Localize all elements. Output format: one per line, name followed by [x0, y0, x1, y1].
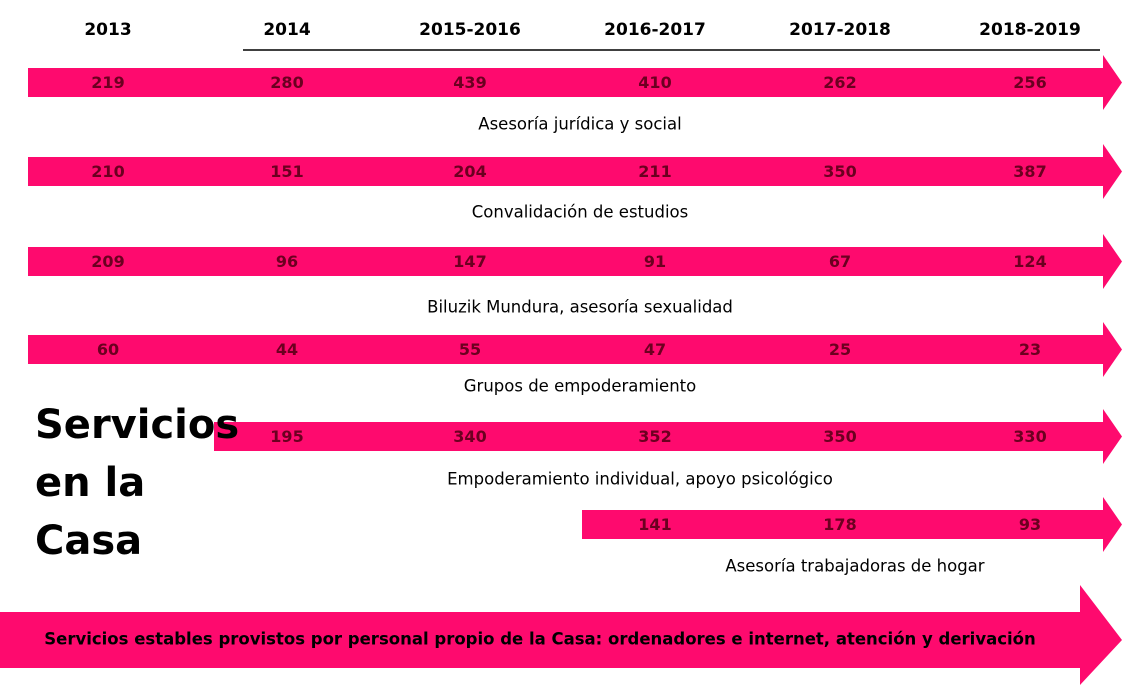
period-label: 2013 — [84, 20, 131, 40]
row-value: 330 — [1013, 427, 1046, 446]
row-value: 60 — [97, 340, 119, 359]
row-arrow — [28, 322, 1122, 377]
row-value: 178 — [823, 515, 856, 534]
row-arrow — [28, 144, 1122, 199]
row-label: Empoderamiento individual, apoyo psicoló… — [447, 470, 833, 489]
row-value: 23 — [1019, 340, 1041, 359]
row-value: 124 — [1013, 252, 1046, 271]
row-value: 209 — [91, 252, 124, 271]
row-value: 219 — [91, 73, 124, 92]
row-value: 350 — [823, 427, 856, 446]
row-value: 141 — [638, 515, 671, 534]
row-value: 262 — [823, 73, 856, 92]
row-value: 195 — [270, 427, 303, 446]
row-label: Biluzik Mundura, asesoría sexualidad — [427, 298, 733, 317]
row-value: 44 — [276, 340, 298, 359]
side-title: Servicios en la Casa — [35, 402, 240, 564]
period-label: 2016-2017 — [604, 20, 706, 40]
row-arrow — [214, 409, 1122, 464]
period-label: 2017-2018 — [789, 20, 891, 40]
banner-text: Servicios estables provistos por persona… — [44, 630, 1036, 649]
row-value: 204 — [453, 162, 486, 181]
row-value: 25 — [829, 340, 851, 359]
row-value: 151 — [270, 162, 303, 181]
row-value: 93 — [1019, 515, 1041, 534]
row-arrow — [582, 497, 1122, 552]
row-value: 211 — [638, 162, 671, 181]
row-value: 352 — [638, 427, 671, 446]
row-value: 410 — [638, 73, 671, 92]
row-value: 67 — [829, 252, 851, 271]
row-label: Grupos de empoderamiento — [464, 377, 696, 396]
row-value: 47 — [644, 340, 666, 359]
row-value: 210 — [91, 162, 124, 181]
row-arrow — [28, 234, 1122, 289]
row-value: 256 — [1013, 73, 1046, 92]
row-label: Asesoría jurídica y social — [478, 115, 681, 134]
row-value: 91 — [644, 252, 666, 271]
banner-arrow — [0, 585, 1122, 685]
row-arrow — [28, 55, 1122, 110]
row-value: 96 — [276, 252, 298, 271]
period-label: 2015-2016 — [419, 20, 521, 40]
period-label: 2014 — [263, 20, 310, 40]
row-value: 439 — [453, 73, 486, 92]
row-value: 147 — [453, 252, 486, 271]
row-label: Convalidación de estudios — [472, 203, 688, 222]
row-label: Asesoría trabajadoras de hogar — [725, 557, 984, 576]
row-value: 280 — [270, 73, 303, 92]
row-value: 55 — [459, 340, 481, 359]
row-value: 387 — [1013, 162, 1046, 181]
row-value: 350 — [823, 162, 856, 181]
period-label: 2018-2019 — [979, 20, 1081, 40]
row-value: 340 — [453, 427, 486, 446]
